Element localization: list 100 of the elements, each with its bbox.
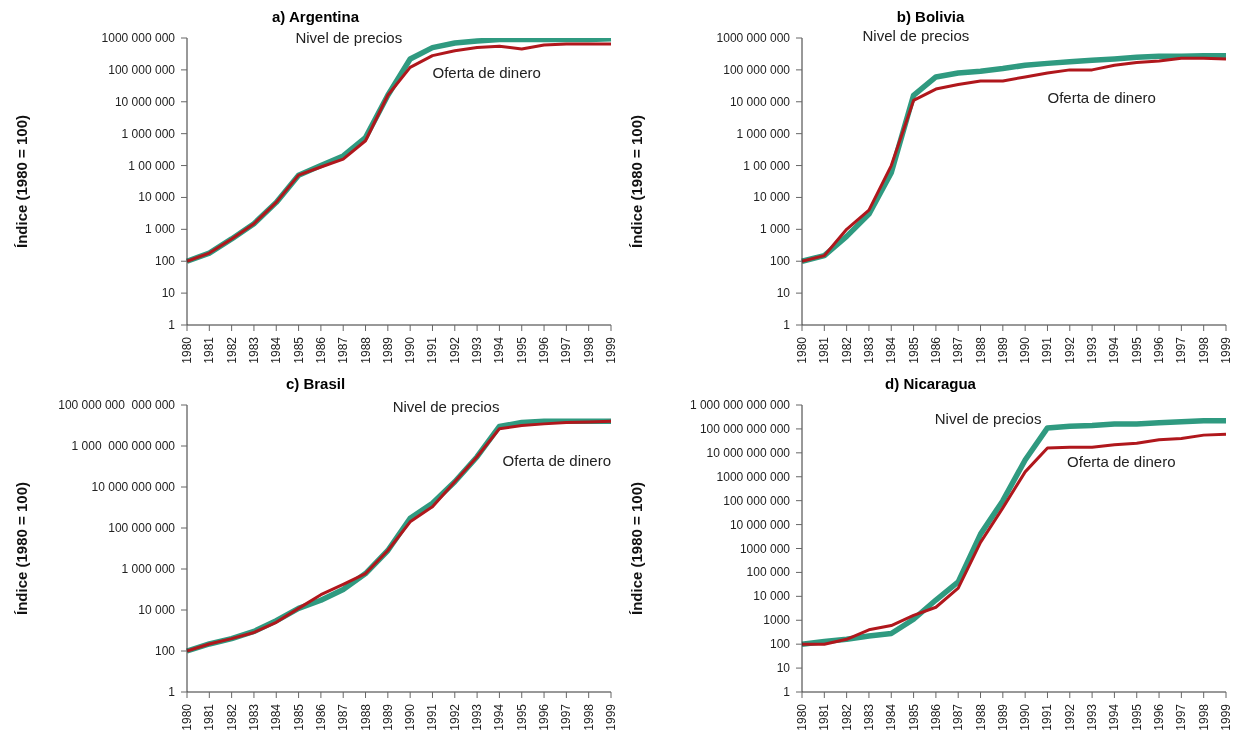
x-tick-label: 1982 (224, 336, 239, 364)
x-tick-label: 1980 (180, 703, 194, 731)
y-tick-label: 1000 (763, 613, 791, 628)
x-tick-label: 1980 (795, 703, 809, 731)
x-tick-label: 1990 (1018, 336, 1033, 364)
y-tick-label: 10 000 (138, 190, 176, 205)
x-tick-label: 1998 (581, 703, 596, 731)
x-tick-label: 1986 (928, 703, 943, 731)
y-tick-label: 1000 000 000 (101, 31, 176, 45)
x-tick-label: 1999 (604, 703, 618, 731)
y-tick-label: 1 000 000 (121, 562, 176, 576)
x-tick-label: 1984 (884, 336, 899, 364)
series-label: Oferta de dinero (1047, 88, 1156, 106)
y-tick-label: 1000 000 000 (716, 469, 791, 484)
x-tick-label: 1990 (403, 703, 418, 731)
y-tick-label: 10 000 (753, 190, 791, 205)
series-label: Nivel de precios (862, 26, 970, 44)
x-tick-label: 1989 (995, 703, 1010, 731)
x-tick-label: 1988 (973, 703, 988, 731)
y-axis-title: Índice (1980 = 100) (13, 482, 31, 615)
x-tick-label: 1988 (358, 336, 373, 364)
x-tick-label: 1998 (581, 336, 596, 364)
x-tick-label: 1984 (269, 703, 284, 731)
y-tick-label: 10 000 (138, 603, 176, 617)
y-tick-label: 10 000 (753, 589, 791, 604)
x-tick-label: 1984 (884, 703, 899, 731)
y-tick-label: 1 (168, 685, 176, 699)
x-tick-label: 1986 (313, 703, 328, 731)
y-tick-label: 10 (776, 286, 791, 301)
y-tick-label: 1 (783, 685, 791, 699)
x-tick-label: 1999 (1219, 336, 1233, 364)
x-tick-label: 1992 (447, 336, 462, 364)
x-tick-label: 1990 (1018, 703, 1033, 731)
y-axis-title: Índice (1980 = 100) (13, 115, 31, 248)
series-label: Nivel de precios (934, 409, 1042, 427)
chart-title: b) Bolivia (896, 8, 965, 25)
y-axis-title: Índice (1980 = 100) (628, 482, 646, 615)
y-tick-label: 1 000 000 000 000 (71, 439, 176, 453)
y-tick-label: 100 (769, 254, 791, 269)
x-tick-label: 1987 (336, 336, 351, 364)
y-tick-label: 10 000 000 000 (91, 480, 176, 494)
y-tick-label: 1 00 000 (743, 158, 791, 173)
y-tick-label: 1000 000 (739, 541, 791, 556)
chart-title: a) Argentina (271, 8, 360, 27)
x-tick-label: 1980 (180, 336, 194, 364)
x-tick-label: 1984 (269, 336, 284, 364)
x-tick-label: 1991 (425, 703, 440, 731)
y-tick-label: 10 000 000 000 (706, 445, 791, 460)
x-tick-label: 1996 (1152, 336, 1167, 364)
x-tick-label: 1981 (202, 336, 217, 364)
x-tick-label: 1994 (1107, 703, 1122, 731)
x-tick-label: 1981 (817, 336, 832, 364)
y-tick-label: 1 00 000 (128, 158, 176, 173)
x-tick-label: 1992 (1062, 336, 1077, 364)
x-tick-label: 1991 (1040, 703, 1055, 731)
x-tick-label: 1983 (861, 336, 876, 364)
y-tick-label: 10 000 000 (729, 517, 791, 532)
x-tick-label: 1988 (973, 336, 988, 364)
x-tick-label: 1994 (492, 703, 507, 731)
x-tick-label: 1986 (928, 336, 943, 364)
x-tick-label: 1996 (537, 703, 552, 731)
x-tick-label: 1985 (906, 336, 921, 364)
x-tick-label: 1996 (537, 336, 552, 364)
y-tick-label: 100 000 (746, 565, 791, 580)
x-tick-label: 1987 (951, 336, 966, 364)
y-tick-label: 10 000 000 (114, 94, 176, 109)
x-tick-label: 1985 (291, 336, 306, 364)
x-tick-label: 1985 (291, 703, 306, 731)
x-tick-label: 1983 (861, 703, 876, 731)
x-tick-label: 1997 (1174, 703, 1189, 731)
series-label: Nivel de precios (295, 28, 403, 46)
x-tick-label: 1988 (358, 703, 373, 731)
y-tick-label: 1 000 (759, 222, 791, 237)
x-tick-label: 1986 (313, 336, 328, 364)
x-tick-label: 1982 (224, 703, 239, 731)
x-tick-label: 1995 (1129, 703, 1144, 731)
y-tick-label: 1 (783, 318, 791, 332)
x-tick-label: 1983 (246, 336, 261, 364)
x-tick-label: 1993 (470, 703, 485, 731)
y-tick-label: 100 000 000 (723, 62, 791, 77)
x-tick-label: 1982 (839, 703, 854, 731)
y-tick-label: 10 (161, 286, 176, 301)
y-tick-label: 10 000 000 (729, 94, 791, 109)
x-tick-label: 1995 (514, 703, 529, 731)
x-tick-label: 1997 (559, 336, 574, 364)
x-tick-label: 1994 (492, 336, 507, 364)
x-tick-label: 1985 (906, 703, 921, 731)
x-tick-label: 1998 (1196, 703, 1211, 731)
series-label: Oferta de dinero (1067, 453, 1176, 471)
x-tick-label: 1989 (380, 703, 395, 731)
y-tick-label: 1000 000 000 (716, 31, 791, 45)
y-tick-label: 100 000 000 000 000 (58, 398, 176, 412)
y-tick-label: 100 000 000 (723, 493, 791, 508)
x-tick-label: 1997 (559, 703, 574, 731)
y-tick-label: 1 (168, 318, 176, 332)
chart-title: c) Brasil (284, 375, 347, 394)
x-tick-label: 1991 (425, 336, 440, 364)
x-tick-label: 1981 (202, 703, 217, 731)
x-tick-label: 1991 (1040, 336, 1055, 364)
x-tick-label: 1999 (604, 336, 618, 364)
